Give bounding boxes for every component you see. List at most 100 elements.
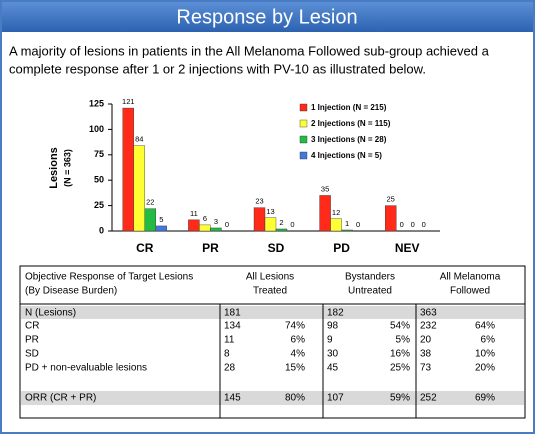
cell: 73	[420, 363, 432, 374]
cell: 182	[327, 308, 344, 319]
y-axis-sublabel: (N = 363)	[62, 149, 72, 187]
legend-swatch	[299, 151, 308, 160]
cell-percent: 69%	[475, 393, 495, 404]
legend-swatch	[299, 135, 308, 144]
cell: 9	[327, 335, 333, 346]
data-label: 0	[225, 220, 229, 229]
table-header: Treated	[253, 286, 287, 297]
legend-label: 4 Injections (N = 5)	[311, 151, 382, 160]
y-tick-label: 100	[89, 124, 104, 134]
bar	[330, 218, 342, 232]
cell: 8	[224, 349, 230, 360]
cell: 145	[224, 393, 241, 404]
x-tick-label: NEV	[395, 241, 420, 255]
data-label: 5	[159, 215, 163, 224]
data-label: 1	[345, 219, 349, 228]
data-label: 0	[356, 220, 360, 229]
data-label: 0	[290, 220, 294, 229]
y-tick-label: 125	[89, 98, 104, 108]
bar	[341, 229, 353, 232]
cell: 232	[420, 321, 437, 332]
cell: 30	[327, 349, 339, 360]
row-label: PD + non-evaluable lesions	[25, 363, 147, 374]
cell-percent: 5%	[396, 335, 411, 346]
cell-percent: 20%	[475, 363, 495, 374]
legend-label: 1 Injection (N = 215)	[311, 103, 387, 112]
data-label: 0	[411, 220, 415, 229]
x-tick-label: PR	[202, 241, 219, 255]
cell-percent: 6%	[481, 335, 496, 346]
bar	[133, 145, 146, 232]
data-label: 13	[266, 207, 274, 216]
bar	[144, 208, 157, 232]
bar	[264, 217, 277, 232]
table-header: Objective Response of Target Lesions	[25, 272, 193, 283]
cell-percent: 64%	[475, 321, 495, 332]
cell-percent: 6%	[291, 335, 306, 346]
row-label: PR	[25, 335, 39, 346]
bar	[199, 224, 211, 232]
intro-line: complete response after 1 or 2 injection…	[9, 61, 426, 76]
bar	[188, 219, 200, 232]
row-label: ORR (CR + PR)	[25, 393, 96, 404]
row-shade	[21, 391, 524, 405]
data-label: 121	[122, 97, 135, 106]
bar	[385, 205, 397, 232]
bar	[319, 195, 331, 232]
data-label: 84	[135, 135, 143, 144]
cell-percent: 10%	[475, 349, 495, 360]
legend-label: 2 Injections (N = 115)	[311, 119, 391, 128]
intro-line: A majority of lesions in patients in the…	[9, 43, 490, 58]
legend-label: 3 Injections (N = 28)	[311, 135, 387, 144]
cell-percent: 80%	[285, 393, 305, 404]
cell-percent: 16%	[390, 349, 410, 360]
cell-percent: 4%	[291, 349, 306, 360]
cell-percent: 74%	[285, 321, 305, 332]
y-tick-label: 50	[94, 175, 104, 185]
cell: 134	[224, 321, 241, 332]
y-axis-label: Lesions	[48, 147, 60, 189]
data-label: 25	[387, 195, 395, 204]
cell: 107	[327, 393, 344, 404]
table-header: All Melanoma	[440, 272, 501, 283]
x-tick-label: SD	[268, 241, 285, 255]
cell-percent: 54%	[390, 321, 410, 332]
data-label: 12	[332, 208, 340, 217]
table-border	[19, 265, 526, 419]
data-label: 22	[146, 198, 154, 207]
cell-percent: 15%	[285, 363, 305, 374]
y-tick-label: 25	[94, 200, 104, 210]
title: Response by Lesion	[176, 6, 357, 28]
x-tick-label: PD	[333, 241, 350, 255]
table-header: Untreated	[348, 286, 392, 297]
data-label: 2	[279, 218, 283, 227]
x-tick-label: CR	[136, 241, 154, 255]
y-tick-label: 0	[99, 225, 104, 235]
bar	[122, 107, 135, 232]
cell: 98	[327, 321, 339, 332]
cell: 20	[420, 335, 432, 346]
row-label: SD	[25, 349, 39, 360]
cell: 38	[420, 349, 432, 360]
legend-swatch	[299, 119, 308, 128]
data-label: 0	[422, 220, 426, 229]
bar	[253, 207, 266, 232]
bar	[155, 225, 168, 232]
table-header: Followed	[450, 286, 490, 297]
data-label: 11	[190, 209, 198, 218]
title-bar	[2, 2, 533, 32]
bar	[275, 228, 288, 232]
row-shade	[21, 306, 524, 319]
cell: 181	[224, 308, 241, 319]
cell: 45	[327, 363, 339, 374]
cell: 252	[420, 393, 437, 404]
row-label: CR	[25, 321, 39, 332]
bar	[210, 227, 222, 232]
cell: 28	[224, 363, 236, 374]
y-tick-label: 75	[94, 149, 104, 159]
data-label: 3	[214, 217, 218, 226]
cell: 11	[224, 335, 235, 346]
